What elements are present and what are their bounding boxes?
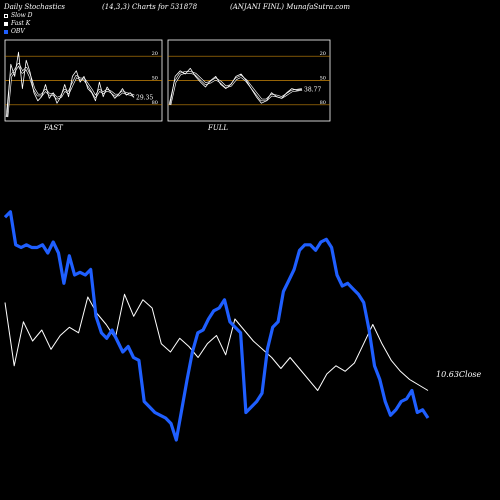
full-tick-label: 80 — [320, 100, 326, 106]
legend-fast-k: Fast K — [4, 20, 30, 27]
legend-slow-d-label: Slow D — [11, 12, 33, 19]
full-panel-title: FULL — [208, 124, 229, 132]
legend-obv-label: OBV — [11, 28, 25, 35]
full-tick-label: 20 — [320, 51, 326, 57]
legend-fast-k-swatch — [4, 21, 8, 26]
full-tick-label: 50 — [320, 76, 326, 82]
legend-slow-d: Slow D — [4, 12, 33, 19]
chart-type-label: Daily Stochastics — [4, 3, 66, 11]
full-last-value-label: 38.77 — [304, 86, 321, 93]
full-slow-d-line — [169, 71, 303, 105]
fast-tick-label: 80 — [152, 100, 158, 106]
chart-params-label: (14,3,3) Charts for 531878 — [102, 3, 198, 11]
legend-fast-k-label: Fast K — [11, 20, 31, 27]
legend-obv-swatch — [4, 29, 8, 34]
fast-fast-k-line — [6, 51, 135, 118]
chart-source-label: (ANJANI FINL) MunafaSutra.com — [230, 3, 350, 11]
obv-line — [3, 210, 430, 442]
close-line — [4, 293, 429, 391]
full-fast-k-line — [169, 67, 303, 105]
fast-panel-title: FAST — [44, 124, 63, 132]
fast-tick-label: 20 — [152, 51, 158, 57]
legend-obv: OBV — [4, 28, 25, 35]
close-value-label: 10.63Close — [436, 370, 482, 379]
fast-tick-label: 50 — [152, 76, 158, 82]
fast-last-value-label: 29.35 — [136, 95, 153, 102]
legend-slow-d-swatch — [4, 13, 8, 18]
